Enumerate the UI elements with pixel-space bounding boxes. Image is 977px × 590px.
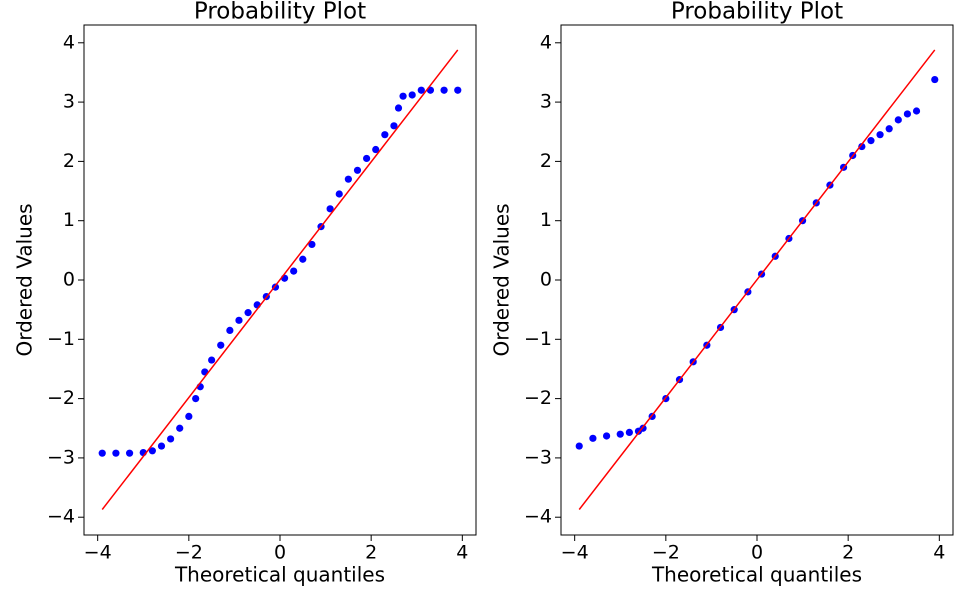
y-tick-label: −4: [524, 506, 552, 528]
data-point: [390, 122, 398, 130]
data-point: [408, 91, 416, 99]
data-point: [326, 205, 334, 213]
y-axis-label: Ordered Values: [490, 203, 514, 356]
data-point: [244, 309, 252, 317]
x-tick-label: 4: [456, 542, 468, 564]
data-point: [226, 326, 234, 335]
data-point: [353, 166, 362, 174]
data-point: [299, 255, 307, 263]
y-tick-label: 3: [63, 91, 75, 113]
data-point: [454, 86, 462, 94]
y-tick-label: −4: [47, 506, 75, 528]
y-tick-label: 1: [540, 209, 552, 231]
x-tick-label: 0: [274, 542, 286, 564]
y-tick-label: −3: [47, 446, 75, 468]
axes-frame: [83, 24, 477, 536]
data-point: [575, 442, 583, 450]
y-tick-label: −1: [47, 328, 75, 350]
data-point: [290, 267, 298, 275]
x-tick-label: 2: [365, 542, 377, 564]
data-point: [176, 424, 184, 432]
x-tick-label: 2: [842, 542, 854, 564]
axes-frame: [560, 24, 954, 536]
data-point: [616, 430, 624, 438]
y-tick-label: 2: [540, 150, 552, 172]
data-point: [308, 240, 316, 249]
data-point: [192, 395, 200, 403]
y-tick-label: 4: [63, 31, 75, 53]
y-tick-label: −1: [524, 328, 552, 350]
x-tick-label: −4: [561, 542, 589, 564]
data-point: [112, 449, 120, 457]
data-point: [148, 447, 156, 455]
y-tick-label: 3: [540, 91, 552, 113]
y-tick-label: −2: [524, 387, 552, 409]
data-point: [235, 316, 243, 324]
y-tick-label: 0: [540, 269, 552, 291]
data-point: [217, 341, 225, 349]
x-tick-label: −2: [175, 542, 203, 564]
x-axis-label: Theoretical quantiles: [651, 563, 862, 587]
x-tick-label: −4: [84, 542, 112, 564]
chart-title: Probability Plot: [671, 0, 843, 25]
x-tick-label: 4: [933, 542, 945, 564]
data-point: [602, 432, 611, 440]
data-point: [885, 125, 893, 133]
data-point: [867, 137, 875, 145]
data-point: [125, 449, 134, 457]
x-axis-label: Theoretical quantiles: [174, 563, 385, 587]
data-point: [167, 435, 175, 443]
data-point: [185, 412, 193, 420]
y-tick-label: −3: [524, 446, 552, 468]
data-point: [625, 428, 633, 437]
data-point: [98, 449, 106, 457]
y-tick-label: −2: [47, 387, 75, 409]
x-tick-label: −2: [652, 542, 680, 564]
y-tick-label: 0: [63, 269, 75, 291]
data-point: [931, 75, 939, 84]
data-point: [394, 104, 403, 112]
x-tick-label: 0: [751, 542, 763, 564]
data-point: [589, 434, 597, 442]
data-point: [912, 107, 921, 115]
y-tick-label: 4: [540, 31, 552, 53]
data-point: [363, 154, 371, 163]
y-tick-label: 2: [63, 150, 75, 172]
data-point: [372, 145, 380, 154]
y-axis-label: Ordered Values: [13, 203, 37, 356]
data-point: [876, 131, 884, 139]
data-point: [417, 86, 425, 94]
data-point: [903, 110, 912, 118]
data-point: [344, 175, 352, 183]
data-point: [381, 131, 389, 139]
y-tick-label: 1: [63, 209, 75, 231]
fit-line: [101, 49, 459, 510]
chart-title: Probability Plot: [194, 0, 366, 25]
data-point: [440, 86, 448, 94]
data-point: [335, 190, 343, 198]
data-point: [157, 442, 166, 450]
data-point: [208, 356, 216, 364]
data-point: [894, 116, 902, 124]
fit-line: [578, 49, 936, 510]
data-point: [399, 92, 407, 100]
data-point: [858, 142, 866, 151]
